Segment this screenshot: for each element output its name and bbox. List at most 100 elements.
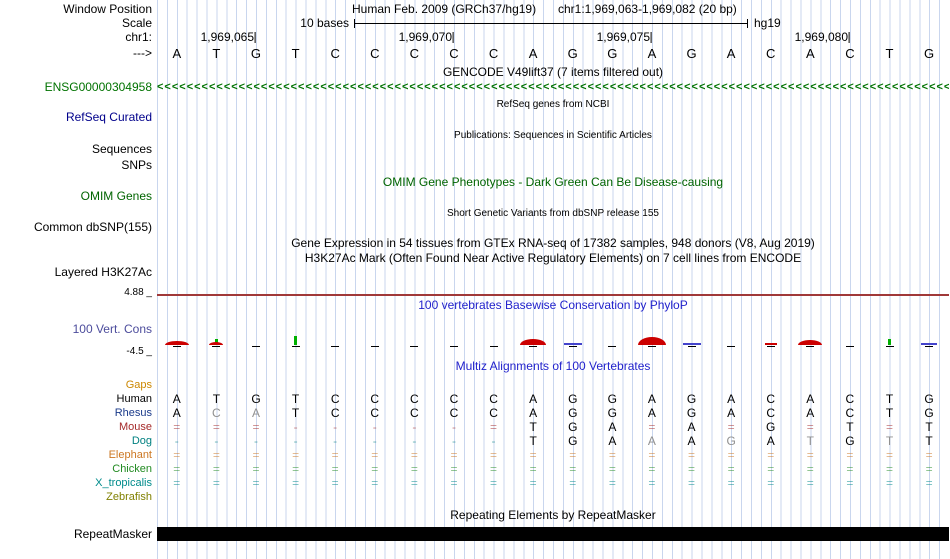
alignment-cell: = <box>252 448 260 462</box>
alignment-cell: A <box>727 392 736 406</box>
multiz-row-gaps[interactable]: Gaps <box>0 378 950 392</box>
phylop-baseline-dash <box>331 346 340 347</box>
alignment-cell: - <box>451 420 456 434</box>
alignment-cell: = <box>688 448 696 462</box>
species-label[interactable]: Mouse <box>118 421 152 433</box>
alignment-cell <box>236 490 276 504</box>
cons-max-value: 4.88 _ <box>124 287 152 298</box>
alignment-cell: = <box>212 448 220 462</box>
repeatmasker-label[interactable]: RepeatMasker <box>73 527 152 541</box>
alignment-cell: = <box>925 448 933 462</box>
base-letter: G <box>924 46 935 61</box>
phylop-track-header: 100 vertebrates Basewise Conservation by… <box>418 298 688 312</box>
alignment-cell: = <box>371 448 379 462</box>
alignment-cell: = <box>727 476 735 490</box>
phylop-baseline-dash <box>212 346 221 347</box>
multiz-row-zebrafish[interactable]: Zebrafish <box>0 490 950 504</box>
alignment-cells: = = = - - - - - = T G A = A = G = T = T <box>157 420 949 434</box>
alignment-cell <box>276 490 316 504</box>
species-label[interactable]: Dog <box>131 435 152 447</box>
species-label[interactable]: Zebrafish <box>106 491 152 503</box>
multiz-row-mouse[interactable]: Mouse = = = - - - - - = T G A = A = G = T = T <box>0 420 950 434</box>
coordinate-label: 1,969,065 <box>200 30 256 44</box>
alignment-cell: = <box>648 420 656 434</box>
alignment-cell: T <box>925 434 933 448</box>
alignment-cell: = <box>727 462 735 476</box>
alignment-cells <box>157 378 949 392</box>
phylop-hump <box>638 337 666 345</box>
species-label[interactable]: Gaps <box>125 379 152 391</box>
track-image-area[interactable] <box>157 0 949 559</box>
species-label[interactable]: Elephant <box>108 449 152 461</box>
alignment-cell: = <box>885 448 893 462</box>
multiz-row-rhesus[interactable]: Rhesus A C A T C C C C C A G G A G A C A C T G <box>0 406 950 420</box>
base-letter: A <box>647 46 657 61</box>
phylop-dash <box>921 343 938 345</box>
sequences-label[interactable]: Sequences <box>91 142 152 156</box>
alignment-cell: = <box>767 462 775 476</box>
base-letter: G <box>250 46 262 61</box>
alignment-cell: = <box>490 462 498 476</box>
alignment-cell <box>711 490 751 504</box>
common-dbsnp-label[interactable]: Common dbSNP(155) <box>33 220 152 234</box>
alignment-cell: = <box>292 476 300 490</box>
multiz-row-x_tropicalis[interactable]: X_tropicalis = = = = = = = = = = = = = = = = = = = = <box>0 476 950 490</box>
alignment-cell: G <box>924 392 934 406</box>
alignment-cell: = <box>727 448 735 462</box>
species-label[interactable]: X_tropicalis <box>95 477 152 489</box>
alignment-cell: = <box>252 476 260 490</box>
dbsnp-track-header: Short Genetic Variants from dbSNP releas… <box>447 208 659 219</box>
phylop-baseline-dash <box>291 346 300 347</box>
omim-genes-label[interactable]: OMIM Genes <box>80 189 152 203</box>
alignment-cell: - <box>412 420 417 434</box>
alignment-cell: = <box>252 462 260 476</box>
multiz-row-elephant[interactable]: Elephant = = = = = = = = = = = = = = = = = = = = <box>0 448 950 462</box>
alignment-cell: A <box>529 406 538 420</box>
species-label[interactable]: Rhesus <box>114 407 152 419</box>
alignment-cell: = <box>173 476 181 490</box>
assembly-title: Human Feb. 2009 (GRCh37/hg19) <box>352 2 537 16</box>
phylop-baseline-dash <box>568 346 577 347</box>
multiz-row-dog[interactable]: Dog - - - - - - - - - T G A A A G A T G T T <box>0 434 950 448</box>
multiz-row-chicken[interactable]: Chicken = = = = = = = = = = = = = = = = = = = = <box>0 462 950 476</box>
alignment-cell: = <box>885 476 893 490</box>
phylop-wiggle[interactable] <box>157 331 949 351</box>
alignment-cell: - <box>293 434 298 448</box>
refseq-curated-label[interactable]: RefSeq Curated <box>65 110 152 124</box>
alignment-cell: - <box>333 420 338 434</box>
alignment-cell: = <box>806 476 814 490</box>
alignment-cell: G <box>607 406 617 420</box>
alignment-cell: G <box>568 406 578 420</box>
base-letter: C <box>449 46 459 61</box>
phylop-baseline-dash <box>608 346 617 347</box>
alignment-cell: = <box>925 476 933 490</box>
alignment-cell: C <box>410 392 419 406</box>
repeatmasker-bar[interactable] <box>157 527 949 541</box>
cons-track-label[interactable]: 100 Vert. Cons <box>72 322 152 336</box>
base-letter: C <box>766 46 776 61</box>
species-label[interactable]: Chicken <box>112 463 152 475</box>
alignment-cell: T <box>529 434 537 448</box>
alignment-cell: G <box>924 406 934 420</box>
alignment-cell: = <box>806 420 814 434</box>
position-range: chr1:1,969,063-1,969,082 (20 bp) <box>558 2 737 16</box>
gencode-gene-label[interactable]: ENSG00000304958 <box>44 80 152 94</box>
alignment-cells: = = = = = = = = = = = = = = = = = = = = <box>157 476 949 490</box>
base-letter: C <box>409 46 420 61</box>
gencode-transcript-arrows[interactable]: <<<<<<<<<<<<<<<<<<<<<<<<<<<<<<<<<<<<<<<<… <box>157 81 949 93</box>
alignment-cell: - <box>412 434 417 448</box>
species-label[interactable]: Human <box>116 393 152 405</box>
alignment-cell: T <box>291 406 300 420</box>
alignment-cell: = <box>806 462 814 476</box>
multiz-row-human[interactable]: Human A T G T C C C C C A G G A G A C A C T G <box>0 392 950 406</box>
alignment-cell: = <box>450 476 458 490</box>
layered-h3k27ac-label[interactable]: Layered H3K27Ac <box>54 265 152 279</box>
alignment-cell: = <box>371 476 379 490</box>
refseq-track-header: RefSeq genes from NCBI <box>496 99 610 110</box>
snps-label[interactable]: SNPs <box>121 158 152 172</box>
scale-label: Scale <box>121 16 152 30</box>
alignment-cell: = <box>450 462 458 476</box>
alignment-cell <box>791 490 831 504</box>
